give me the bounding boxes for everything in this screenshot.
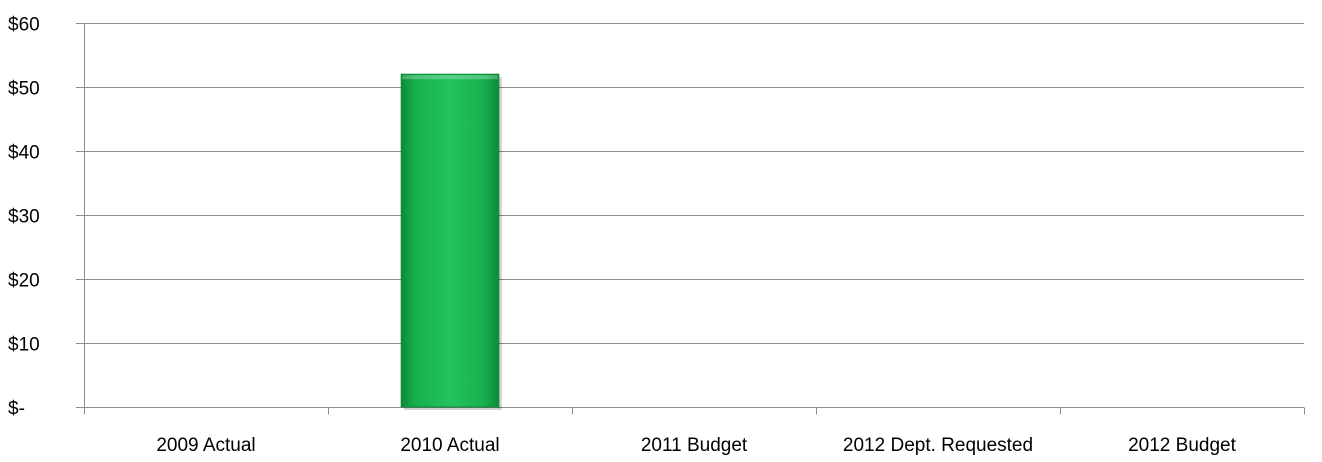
y-tick-label: $20 [8, 271, 40, 292]
x-category-label: 2009 Actual [156, 435, 255, 456]
bar-2010-actual [400, 73, 500, 408]
bar-highlight [402, 75, 498, 80]
x-category-label: 2012 Budget [1128, 435, 1236, 456]
x-category-label: 2010 Actual [400, 435, 499, 456]
gridlines [76, 23, 1304, 344]
y-tick-label: $60 [8, 15, 40, 36]
y-tick-label: $40 [8, 143, 40, 164]
y-axis-tick-labels: $- $10 $20 $30 $40 $50 $60 [8, 15, 40, 420]
x-axis [76, 23, 1305, 415]
y-tick-label: $10 [8, 335, 40, 356]
y-tick-label: $- [8, 399, 25, 420]
bars [400, 73, 502, 410]
x-axis-category-labels: 2009 Actual 2010 Actual 2011 Budget 2012 De… [156, 435, 1236, 456]
y-tick-label: $30 [8, 207, 40, 228]
x-category-label: 2012 Dept. Requested [843, 435, 1033, 456]
y-tick-label: $50 [8, 79, 40, 100]
x-category-label: 2011 Budget [641, 435, 748, 456]
